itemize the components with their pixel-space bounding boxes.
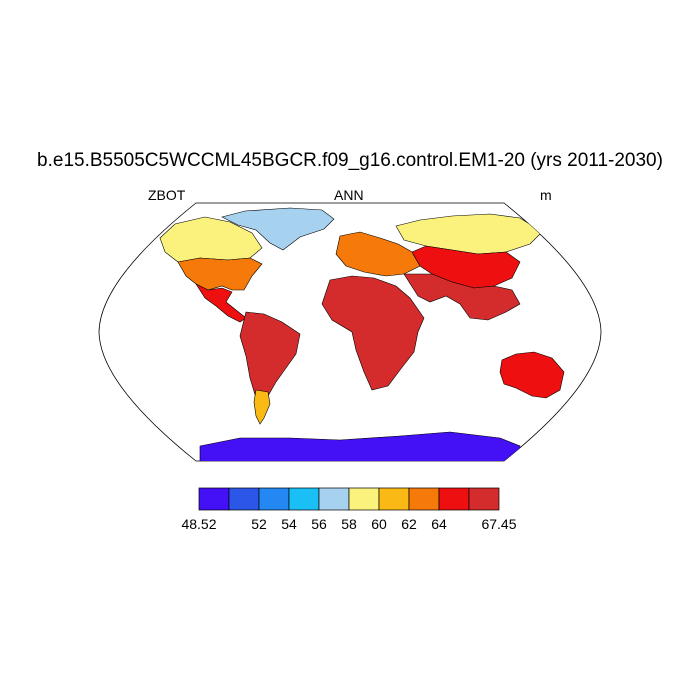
greenland-region [221, 207, 335, 251]
patagonia-region [253, 389, 271, 425]
south-asia-region [403, 273, 521, 321]
colorbar-box [288, 487, 320, 511]
colorbar-box [348, 487, 380, 511]
colorbar-box [228, 487, 260, 511]
colorbar-box [258, 487, 290, 511]
plot-title: b.e15.B5505C5WCCML45BGCR.f09_g16.control… [37, 150, 663, 171]
colorbar-tick-label: 48.52 [181, 516, 216, 532]
colorbar-box [468, 487, 500, 511]
units-label: m [540, 187, 552, 203]
colorbar-tick-label: 62 [401, 516, 417, 532]
central-america-region [195, 283, 247, 323]
colorbar-tick-label: 52 [251, 516, 267, 532]
colorbar-tick-label: 64 [431, 516, 447, 532]
colorbar-tick-label: 56 [311, 516, 327, 532]
season-label: ANN [334, 187, 364, 203]
colorbar-tick-label: 60 [371, 516, 387, 532]
colorbar-box [438, 487, 470, 511]
colorbar-tick-label: 58 [341, 516, 357, 532]
south-america-region [239, 311, 301, 407]
antarctica-region [199, 431, 521, 461]
canada-north-region [159, 216, 263, 263]
colorbar-box [408, 487, 440, 511]
australia-region [499, 351, 565, 399]
colorbar-box [378, 487, 410, 511]
colorbar-tick-label: 67.45 [481, 516, 516, 532]
colorbar-box [198, 487, 230, 511]
africa-region [321, 275, 425, 391]
variable-label: ZBOT [148, 187, 186, 203]
colorbar-tick-label: 54 [281, 516, 297, 532]
europe-region [335, 231, 421, 277]
colorbar-box [318, 487, 350, 511]
